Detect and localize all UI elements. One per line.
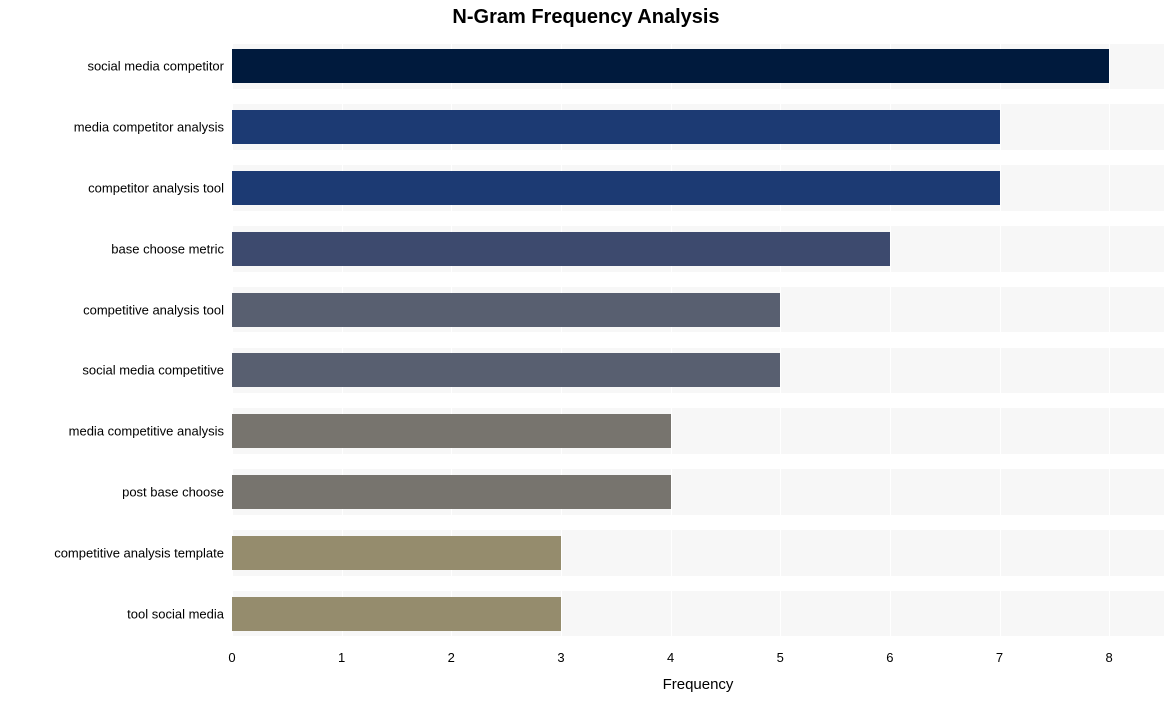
y-tick-label: competitive analysis tool bbox=[83, 302, 232, 317]
y-tick-label: competitor analysis tool bbox=[88, 181, 232, 196]
y-tick-label: social media competitive bbox=[82, 363, 232, 378]
chart-title: N-Gram Frequency Analysis bbox=[0, 6, 1172, 29]
bar bbox=[232, 232, 890, 266]
x-tick-label: 4 bbox=[667, 644, 674, 665]
y-tick-label: post base choose bbox=[122, 485, 232, 500]
y-tick-label: media competitor analysis bbox=[74, 120, 232, 135]
ngram-frequency-chart: N-Gram Frequency Analysis Frequency soci… bbox=[0, 0, 1172, 701]
x-tick-label: 1 bbox=[338, 644, 345, 665]
bar bbox=[232, 171, 1000, 205]
bar bbox=[232, 536, 561, 570]
bar bbox=[232, 293, 780, 327]
x-tick-label: 8 bbox=[1106, 644, 1113, 665]
bar bbox=[232, 353, 780, 387]
y-tick-label: base choose metric bbox=[111, 241, 232, 256]
bar bbox=[232, 49, 1109, 83]
y-tick-label: social media competitor bbox=[87, 59, 232, 74]
x-tick-label: 0 bbox=[228, 644, 235, 665]
x-tick-label: 5 bbox=[777, 644, 784, 665]
x-tick-label: 7 bbox=[996, 644, 1003, 665]
x-tick-label: 6 bbox=[886, 644, 893, 665]
bar bbox=[232, 475, 671, 509]
y-tick-label: competitive analysis template bbox=[54, 545, 232, 560]
x-tick-label: 2 bbox=[448, 644, 455, 665]
grid-line bbox=[1109, 36, 1110, 644]
bar bbox=[232, 110, 1000, 144]
y-tick-label: media competitive analysis bbox=[69, 424, 232, 439]
x-tick-label: 3 bbox=[557, 644, 564, 665]
bar bbox=[232, 597, 561, 631]
grid-line bbox=[1000, 36, 1001, 644]
x-axis-label: Frequency bbox=[232, 676, 1164, 693]
bar bbox=[232, 414, 671, 448]
y-tick-label: tool social media bbox=[127, 606, 232, 621]
plot-area: Frequency social media competitormedia c… bbox=[232, 36, 1164, 644]
